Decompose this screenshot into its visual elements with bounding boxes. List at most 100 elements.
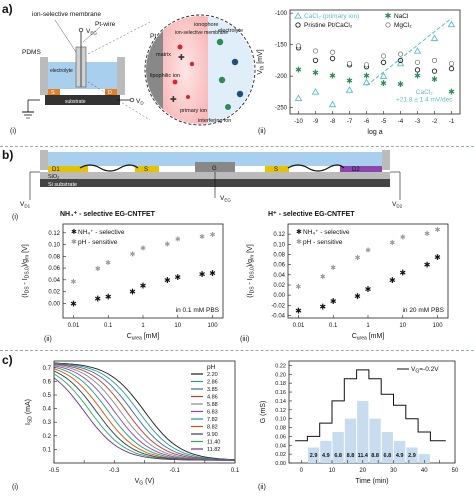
data-point: ✱ <box>380 79 387 88</box>
data-point: ✱ <box>435 226 441 234</box>
legend-entry: NH₄⁺ - selective <box>303 229 350 236</box>
title-nh4-fet: NH₄⁺ - selective EG-CNTFET <box>60 211 156 218</box>
subpanel-b-ii: (ii) <box>44 336 52 343</box>
pdms-wall-left <box>40 150 48 170</box>
d1-pad <box>48 166 88 172</box>
data-point: ✱ <box>329 72 336 81</box>
axis-label: log a <box>367 129 382 136</box>
iv-curve <box>53 363 235 461</box>
y-tick-label: 0.6 <box>43 379 52 385</box>
y-tick-label: 0.10 <box>275 417 286 423</box>
y-tick-label: 0.1 <box>43 447 52 453</box>
legend-entry: 6.83 <box>207 410 218 416</box>
y-tick-label: 0.16 <box>275 390 286 396</box>
conductance-trace <box>295 369 446 442</box>
pdms-left <box>40 57 48 95</box>
legend-marker: ✱ <box>385 12 392 21</box>
y-tick-label: 0.06 <box>48 266 60 272</box>
subpanel-a-ii: (ii) <box>258 128 266 135</box>
legend-marker: ✱ <box>71 228 77 236</box>
data-point <box>414 67 421 73</box>
x-tick-label: 50 <box>452 468 459 474</box>
label-ism: ion-selective membrane <box>32 11 101 18</box>
label-si: Si substrate <box>48 182 77 188</box>
y-tick-label: 0.04 <box>275 443 286 449</box>
legend-entry: 4.86 <box>207 395 218 401</box>
svg-text:✚: ✚ <box>178 53 185 62</box>
data-point <box>449 61 455 67</box>
vd-terminal <box>129 97 135 103</box>
data-point: ✱ <box>71 278 77 286</box>
label-interfering-ion: interfering ion <box>198 118 231 124</box>
legend-entry: 2.86 <box>207 380 218 386</box>
data-point: ✱ <box>320 273 326 281</box>
bar <box>394 440 406 463</box>
chart-b-ii: 0.01 0.1 1 10 100 0.00 0.02 0.04 0.06 0.08 0.10 0.1… <box>22 223 224 342</box>
data-point <box>330 49 336 55</box>
iv-curve <box>53 377 235 461</box>
data-point <box>312 48 318 54</box>
data-point <box>415 59 421 65</box>
x-tick-label: 0.01 <box>68 323 80 329</box>
legend-entry: 11.82 <box>207 447 220 453</box>
data-point: ✱ <box>365 285 372 294</box>
data-point: ✱ <box>105 292 112 301</box>
data-point: ✱ <box>209 269 216 278</box>
cnt-right <box>287 164 345 172</box>
x-tick-label: 0.1 <box>329 323 338 329</box>
data-point: ✱ <box>346 77 353 86</box>
legend-marker: ✱ <box>71 238 77 246</box>
y-tick-label: -150 <box>275 43 288 49</box>
bar-label: 2.9 <box>408 453 416 459</box>
data-point <box>345 86 354 93</box>
data-point: ✱ <box>424 261 431 270</box>
data-point <box>311 88 320 95</box>
annotation: in 20 mM PBS <box>402 307 444 314</box>
data-point <box>328 100 337 108</box>
source-pad <box>48 89 60 95</box>
label-substrate: substrate <box>65 99 86 105</box>
x-tick-label: -8 <box>330 119 336 125</box>
data-point <box>397 57 404 64</box>
data-point <box>362 78 371 86</box>
y-tick-label: -100 <box>275 11 288 17</box>
y-tick-label: 0.5 <box>43 393 52 399</box>
data-point <box>380 59 387 65</box>
y-tick-label: 0.12 <box>48 231 60 237</box>
drain-pad <box>105 89 117 95</box>
label-electrolyte: electrolyte <box>50 68 73 74</box>
x-tick-label: -5 <box>381 119 387 125</box>
bar <box>406 447 418 463</box>
axis-label: VG=-0.2V <box>411 366 439 375</box>
legend-entry: 3.85 <box>207 387 218 393</box>
title-h-fet: H⁺ - selective EG-CNTFET <box>268 211 355 218</box>
panel-letter-b: b) <box>2 148 14 162</box>
axis-label: ISD (mA) <box>25 399 34 425</box>
data-point: ✱ <box>448 87 455 96</box>
x-tick-label: -1 <box>449 119 455 125</box>
data-point: ✱ <box>199 233 205 241</box>
subpanel-b-iii: (iii) <box>240 336 250 343</box>
data-point: ✱ <box>199 270 206 279</box>
x-tick-label: -2 <box>432 119 438 125</box>
y-tick-label: 0.12 <box>273 232 285 238</box>
data-point: ✱ <box>105 259 111 267</box>
bar-label: 8.8 <box>371 453 379 459</box>
bar-label: 4.9 <box>396 453 404 459</box>
data-point: ✱ <box>70 299 77 308</box>
axis-label: Vth [mV] <box>257 49 266 74</box>
data-point: ✱ <box>363 72 370 81</box>
data-point <box>431 68 438 74</box>
y-tick-label: 0.08 <box>275 426 286 432</box>
data-point: ✱ <box>400 234 406 242</box>
y-tick-label: 0.3 <box>43 420 52 426</box>
legend-marker <box>295 22 301 28</box>
iv-curve <box>53 362 236 461</box>
data-point: ✱ <box>210 231 216 239</box>
x-tick-label: 1 <box>141 323 145 329</box>
y-tick-label: 0.06 <box>273 263 285 269</box>
x-tick-label: 100 <box>433 323 444 329</box>
chart-c-ii: 2.9 4.9 6.8 8.8 11.4 8.8 6.8 4.9 2.9 0 10 20 30 40 50 0… <box>260 360 459 485</box>
x-tick-label: 0 <box>300 468 304 474</box>
data-point <box>396 59 405 67</box>
